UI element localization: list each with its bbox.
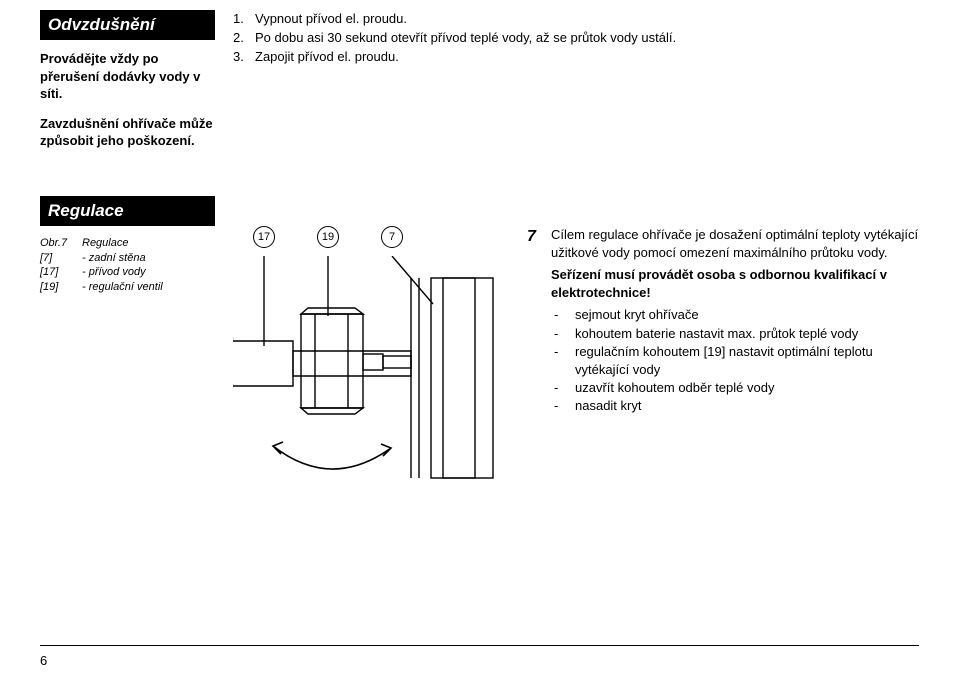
bullet-text: nasadit kryt: [575, 397, 641, 415]
dash: -: [551, 343, 575, 379]
step-num: 1.: [233, 10, 255, 29]
note-2: Zavzdušnění ohřívače může způsobit jeho …: [40, 115, 215, 150]
dash: -: [551, 379, 575, 397]
legend-key: [17]: [40, 265, 82, 280]
step-text: Zapojit přívod el. proudu.: [255, 48, 399, 67]
warning-text: Seřízení musí provádět osoba s odbornou …: [551, 266, 919, 302]
dash: -: [551, 306, 575, 324]
legend-key: [19]: [40, 280, 82, 295]
step-1: 1. Vypnout přívod el. proudu.: [233, 10, 919, 29]
step-text: Po dobu asi 30 sekund otevřít přívod tep…: [255, 29, 676, 48]
step-3: 3. Zapojit přívod el. proudu.: [233, 48, 919, 67]
footer-rule: [40, 645, 919, 646]
bullet-item: -kohoutem baterie nastavit max. průtok t…: [551, 325, 919, 343]
section1-heading: Odvzdušnění: [40, 10, 215, 40]
note-1: Provádějte vždy po přerušení dodávky vod…: [40, 50, 215, 103]
step-num: 3.: [233, 48, 255, 67]
step-num: 2.: [233, 29, 255, 48]
page-number: 6: [40, 653, 47, 668]
regulace-diagram: [233, 256, 523, 486]
legend-val: - přívod vody: [82, 265, 146, 280]
bullet-text: regulačním kohoutem [19] nastavit optimá…: [575, 343, 919, 379]
legend-row: [17] - přívod vody: [40, 265, 215, 280]
bullet-text: sejmout kryt ohřívače: [575, 306, 699, 324]
step-2: 2. Po dobu asi 30 sekund otevřít přívod …: [233, 29, 919, 48]
bullet-item: -uzavřít kohoutem odběr teplé vody: [551, 379, 919, 397]
legend-key: [7]: [40, 251, 82, 266]
steps-list: 1. Vypnout přívod el. proudu. 2. Po dobu…: [233, 10, 919, 67]
dash: -: [551, 397, 575, 415]
bullet-item: -regulačním kohoutem [19] nastavit optim…: [551, 343, 919, 379]
callout-7: 7: [381, 226, 403, 248]
fig-title: Regulace: [82, 236, 128, 251]
bullet-list: -sejmout kryt ohřívače -kohoutem baterie…: [551, 306, 919, 415]
figure-caption: Obr.7 Regulace [7] - zadní stěna [17] - …: [40, 236, 215, 295]
callout-circles: 17 19 7: [253, 226, 403, 248]
figure-number: 7: [527, 226, 536, 248]
step-text: Vypnout přívod el. proudu.: [255, 10, 407, 29]
legend-val: - zadní stěna: [82, 251, 146, 266]
callout-19: 19: [317, 226, 339, 248]
bullet-item: -nasadit kryt: [551, 397, 919, 415]
bullet-item: -sejmout kryt ohřívače: [551, 306, 919, 324]
fig-label: Obr.7: [40, 236, 82, 251]
bullet-text: uzavřít kohoutem odběr teplé vody: [575, 379, 774, 397]
intro-text: Cílem regulace ohřívače je dosažení opti…: [551, 226, 919, 262]
section2-heading: Regulace: [40, 196, 215, 226]
legend-row: [7] - zadní stěna: [40, 251, 215, 266]
legend-val: - regulační ventil: [82, 280, 163, 295]
bullet-text: kohoutem baterie nastavit max. průtok te…: [575, 325, 858, 343]
dash: -: [551, 325, 575, 343]
legend-row: [19] - regulační ventil: [40, 280, 215, 295]
callout-17: 17: [253, 226, 275, 248]
